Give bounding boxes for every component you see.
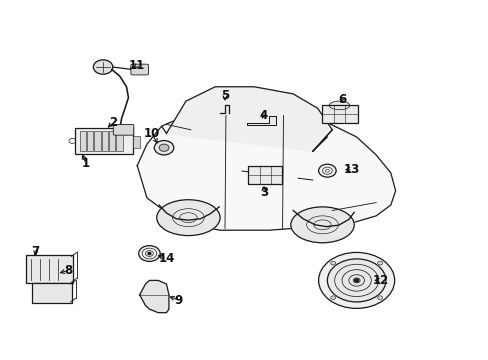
Circle shape <box>330 296 335 300</box>
Ellipse shape <box>157 200 220 235</box>
Text: 7: 7 <box>32 245 40 258</box>
Text: 8: 8 <box>64 264 72 277</box>
Circle shape <box>330 261 335 265</box>
Circle shape <box>148 252 151 255</box>
Text: 4: 4 <box>259 109 267 122</box>
FancyBboxPatch shape <box>94 131 101 150</box>
Polygon shape <box>137 112 395 230</box>
FancyBboxPatch shape <box>113 125 134 135</box>
FancyBboxPatch shape <box>131 64 148 75</box>
FancyBboxPatch shape <box>80 131 86 150</box>
Circle shape <box>318 252 394 309</box>
FancyBboxPatch shape <box>32 283 72 303</box>
Circle shape <box>318 164 335 177</box>
FancyBboxPatch shape <box>87 131 93 150</box>
Polygon shape <box>220 105 228 114</box>
Text: 2: 2 <box>108 116 117 129</box>
Ellipse shape <box>290 207 353 243</box>
Circle shape <box>377 296 382 300</box>
Circle shape <box>327 259 385 302</box>
Text: 5: 5 <box>221 89 229 102</box>
Polygon shape <box>166 87 331 151</box>
Circle shape <box>154 140 173 155</box>
FancyBboxPatch shape <box>133 136 140 148</box>
Text: 3: 3 <box>260 186 267 199</box>
Text: 9: 9 <box>174 294 183 307</box>
Text: 12: 12 <box>372 274 388 287</box>
FancyBboxPatch shape <box>321 105 357 123</box>
FancyBboxPatch shape <box>116 131 122 150</box>
FancyBboxPatch shape <box>102 131 108 150</box>
Circle shape <box>139 246 160 261</box>
Text: 11: 11 <box>129 59 145 72</box>
Text: 6: 6 <box>337 93 346 106</box>
Circle shape <box>354 279 358 282</box>
FancyBboxPatch shape <box>109 131 115 150</box>
Text: 13: 13 <box>343 163 359 176</box>
Text: 14: 14 <box>158 252 174 265</box>
Text: 10: 10 <box>143 127 160 140</box>
Ellipse shape <box>329 101 349 110</box>
Polygon shape <box>140 280 168 313</box>
FancyBboxPatch shape <box>248 166 282 184</box>
Circle shape <box>159 144 168 151</box>
FancyBboxPatch shape <box>75 128 133 154</box>
Circle shape <box>93 60 113 74</box>
Polygon shape <box>246 116 276 125</box>
Circle shape <box>377 261 382 265</box>
FancyBboxPatch shape <box>26 255 73 283</box>
Text: 1: 1 <box>82 157 90 170</box>
